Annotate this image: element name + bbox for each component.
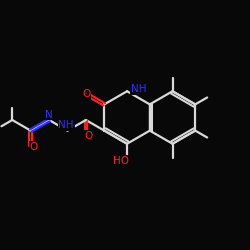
Text: O: O: [30, 142, 38, 152]
Text: HO: HO: [113, 156, 129, 166]
Text: NH: NH: [130, 84, 146, 94]
Text: NH: NH: [58, 120, 74, 130]
Text: N: N: [45, 110, 53, 120]
Text: O: O: [85, 131, 93, 141]
Text: O: O: [82, 89, 90, 99]
